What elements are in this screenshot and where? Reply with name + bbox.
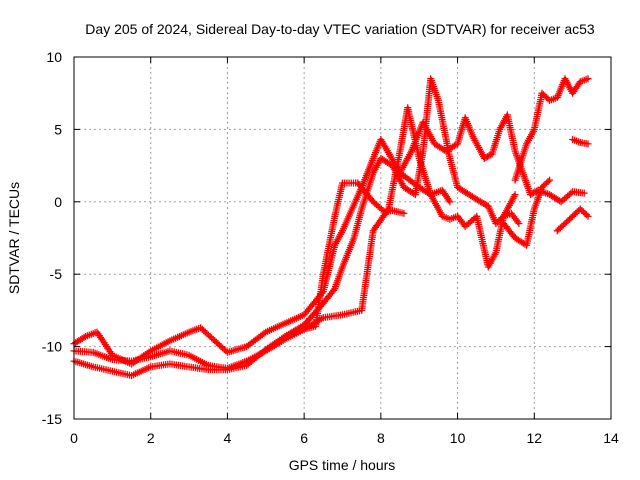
data-point-marker — [318, 289, 326, 297]
x-tick-label: 12 — [526, 430, 542, 446]
data-point-marker — [546, 176, 554, 184]
series-track-4 — [281, 75, 519, 340]
x-tick-label: 8 — [377, 430, 385, 446]
data-point-marker — [330, 286, 338, 294]
y-tick-label: 10 — [46, 49, 62, 65]
series-track-8 — [553, 205, 592, 235]
data-point-marker — [580, 189, 588, 197]
data-point-marker — [446, 198, 454, 206]
y-tick-label: 0 — [54, 194, 62, 210]
x-tick-label: 0 — [70, 430, 78, 446]
data-series — [70, 75, 592, 380]
x-tick-label: 10 — [450, 430, 466, 446]
series-track-9 — [569, 136, 592, 148]
x-tick-label: 14 — [603, 430, 619, 446]
chart-title: Day 205 of 2024, Sidereal Day-to-day VTE… — [85, 21, 595, 37]
x-tick-label: 4 — [224, 430, 232, 446]
data-point-marker — [584, 75, 592, 83]
y-axis-label: SDTVAR / TECUs — [6, 182, 22, 294]
x-tick-label: 6 — [300, 430, 308, 446]
data-point-marker — [584, 140, 592, 148]
y-tick-label: -15 — [42, 411, 62, 427]
data-point-marker — [567, 189, 575, 197]
data-point-marker — [544, 178, 552, 185]
data-point-marker — [515, 220, 523, 227]
x-axis-label: GPS time / hours — [289, 457, 396, 473]
y-tick-label: -5 — [50, 266, 63, 282]
data-point-marker — [400, 209, 408, 217]
x-tick-label: 2 — [147, 430, 155, 446]
series-track-7 — [500, 176, 554, 249]
y-tick-label: 5 — [54, 121, 62, 137]
plot-frame — [73, 56, 612, 420]
data-point-marker — [511, 191, 519, 199]
axis-ticks: 0 2 4 6 8 10 12 14 -15 -10 -5 0 5 10 — [42, 49, 619, 446]
data-point-marker — [583, 211, 590, 219]
y-tick-label: -10 — [42, 339, 62, 355]
data-point-marker — [584, 212, 592, 220]
series-track-6 — [511, 75, 592, 184]
